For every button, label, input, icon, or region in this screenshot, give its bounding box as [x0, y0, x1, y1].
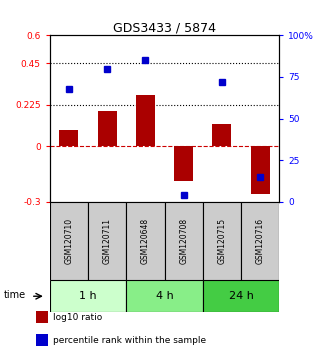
- Text: GSM120648: GSM120648: [141, 218, 150, 264]
- Text: GSM120710: GSM120710: [65, 218, 74, 264]
- Bar: [126, 280, 203, 312]
- Text: time: time: [4, 290, 26, 300]
- Text: GSM120711: GSM120711: [103, 218, 112, 264]
- Text: GSM120715: GSM120715: [217, 218, 226, 264]
- Bar: [174, 146, 193, 182]
- Bar: [212, 124, 231, 146]
- Bar: [36, 334, 48, 346]
- Bar: [36, 312, 48, 323]
- Bar: [164, 202, 203, 280]
- Text: GSM120716: GSM120716: [256, 218, 265, 264]
- Text: percentile rank within the sample: percentile rank within the sample: [53, 336, 206, 345]
- Text: GSM120708: GSM120708: [179, 218, 188, 264]
- Title: GDS3433 / 5874: GDS3433 / 5874: [113, 21, 216, 34]
- Bar: [203, 202, 241, 280]
- Text: 1 h: 1 h: [79, 291, 97, 301]
- Bar: [251, 146, 270, 194]
- Bar: [50, 202, 88, 280]
- Bar: [50, 280, 126, 312]
- Bar: [241, 202, 279, 280]
- Bar: [136, 95, 155, 146]
- Bar: [59, 130, 78, 146]
- Bar: [126, 202, 164, 280]
- Bar: [88, 202, 126, 280]
- Bar: [203, 280, 279, 312]
- Text: 24 h: 24 h: [229, 291, 254, 301]
- Text: 4 h: 4 h: [156, 291, 173, 301]
- Text: log10 ratio: log10 ratio: [53, 313, 103, 322]
- Bar: [98, 111, 117, 146]
